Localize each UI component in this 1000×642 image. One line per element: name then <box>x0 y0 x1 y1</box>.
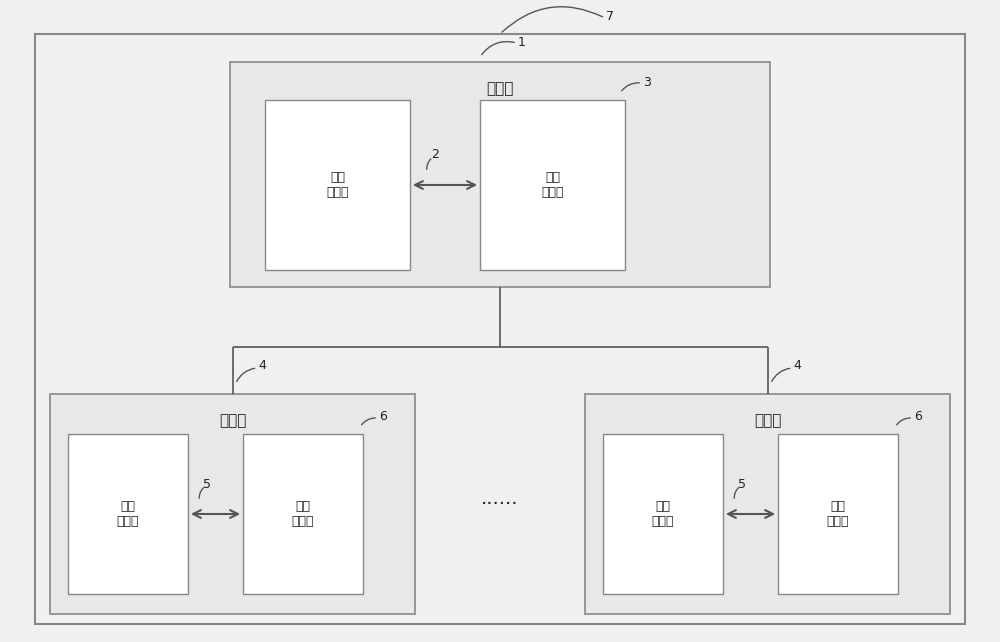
FancyBboxPatch shape <box>50 394 415 614</box>
FancyBboxPatch shape <box>778 434 898 594</box>
Text: 从设备: 从设备 <box>219 413 246 428</box>
FancyArrowPatch shape <box>728 510 773 518</box>
Text: 1: 1 <box>518 35 526 49</box>
FancyBboxPatch shape <box>230 62 770 287</box>
FancyBboxPatch shape <box>603 434 723 594</box>
Text: 从设备: 从设备 <box>754 413 781 428</box>
FancyBboxPatch shape <box>480 100 625 270</box>
Text: 4: 4 <box>794 360 801 372</box>
FancyBboxPatch shape <box>585 394 950 614</box>
Text: 第一
处理器: 第一 处理器 <box>541 171 564 199</box>
FancyBboxPatch shape <box>265 100 410 270</box>
Text: ······: ······ <box>481 494 519 514</box>
Text: 第二
处理器: 第二 处理器 <box>827 500 849 528</box>
Text: 3: 3 <box>643 76 651 89</box>
Text: 第二
存储器: 第二 存储器 <box>652 500 674 528</box>
FancyBboxPatch shape <box>68 434 188 594</box>
Text: 6: 6 <box>914 410 922 422</box>
FancyArrowPatch shape <box>193 510 238 518</box>
FancyArrowPatch shape <box>415 181 475 189</box>
FancyBboxPatch shape <box>243 434 363 594</box>
Text: 5: 5 <box>204 478 211 490</box>
Text: 7: 7 <box>606 10 614 22</box>
Text: 6: 6 <box>379 410 387 422</box>
Text: 主设备: 主设备 <box>486 82 514 96</box>
Text: 第二
存储器: 第二 存储器 <box>117 500 139 528</box>
Text: 第二
处理器: 第二 处理器 <box>292 500 314 528</box>
Text: 第一
存储器: 第一 存储器 <box>326 171 349 199</box>
Text: 5: 5 <box>738 478 746 490</box>
FancyBboxPatch shape <box>35 34 965 624</box>
Text: 2: 2 <box>431 148 439 162</box>
Text: 4: 4 <box>259 360 266 372</box>
